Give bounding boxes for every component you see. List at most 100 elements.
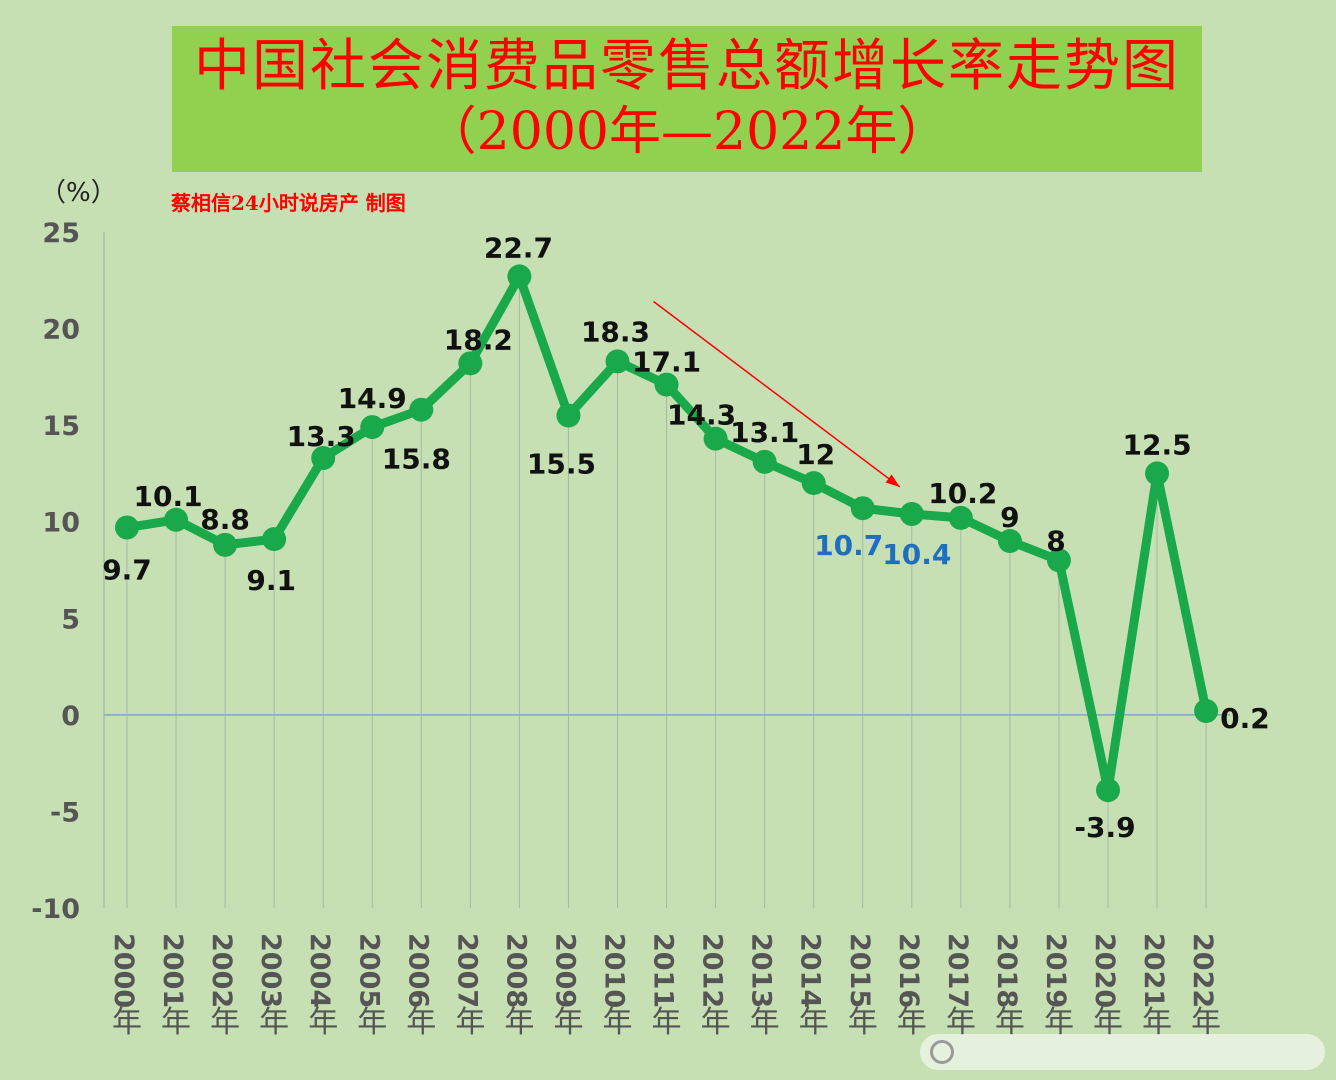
data-point (654, 372, 679, 397)
watermark (920, 1034, 1325, 1070)
data-label: 18.2 (444, 323, 513, 356)
x-tick-label: 2002 (206, 933, 237, 1008)
watermark-icon (930, 1040, 954, 1064)
x-tick-label-suffix: 年 (357, 1005, 387, 1040)
data-label: 14.9 (338, 382, 407, 415)
x-tick-label-suffix: 年 (308, 1005, 338, 1040)
data-label: -3.9 (1074, 811, 1135, 844)
data-point (948, 505, 973, 530)
x-tick-label-suffix: 年 (799, 1005, 829, 1040)
x-tick-label: 2018 (991, 933, 1022, 1008)
x-tick-label-suffix: 年 (848, 1005, 878, 1040)
x-tick-label: 2003 (255, 933, 286, 1008)
data-point (850, 496, 875, 521)
x-tick-label: 2017 (942, 933, 973, 1008)
x-tick-label-suffix: 年 (603, 1005, 633, 1040)
x-tick-label: 2007 (451, 933, 482, 1008)
x-tick-label: 2000 (108, 933, 139, 1008)
data-label: 12 (796, 438, 835, 471)
data-label: 10.4 (882, 538, 951, 571)
data-label: 13.3 (287, 420, 356, 453)
y-tick-label: 15 (42, 411, 80, 442)
x-tick-label-suffix: 年 (406, 1005, 436, 1040)
trend-arrow-head (885, 474, 900, 487)
y-tick-label: 10 (42, 508, 80, 539)
x-tick-label: 2019 (1040, 933, 1071, 1008)
data-point (752, 449, 777, 474)
x-tick-label-suffix: 年 (553, 1005, 583, 1040)
x-tick-label: 2008 (500, 933, 531, 1008)
x-tick-label: 2011 (648, 933, 679, 1008)
data-label: 8.8 (200, 503, 250, 536)
data-point (1046, 548, 1071, 573)
data-point (458, 351, 483, 376)
x-tick-label: 2009 (549, 933, 580, 1008)
x-tick-label-suffix: 年 (210, 1005, 240, 1040)
title-banner: 中国社会消费品零售总额增长率走势图 （2000年—2022年） (172, 26, 1202, 172)
y-tick-label: 20 (42, 315, 80, 346)
data-point (605, 349, 630, 374)
data-point (1145, 461, 1170, 486)
x-tick-label: 2021 (1138, 933, 1169, 1008)
data-point (801, 471, 826, 496)
data-label: 17.1 (632, 346, 701, 379)
x-tick-label-suffix: 年 (750, 1005, 780, 1040)
data-label: 13.1 (730, 416, 799, 449)
data-point (409, 397, 434, 422)
data-label: 9.1 (246, 564, 296, 597)
x-tick-label-suffix: 年 (259, 1005, 289, 1040)
data-label: 15.8 (382, 443, 451, 476)
x-tick-label: 2010 (599, 933, 630, 1008)
data-label: 10.7 (814, 529, 883, 562)
x-tick-label-suffix: 年 (504, 1005, 534, 1040)
data-point (1096, 778, 1120, 803)
x-tick-label: 2014 (795, 933, 826, 1008)
y-tick-label: 25 (42, 218, 80, 249)
data-label: 10.2 (928, 477, 997, 510)
x-tick-label: 2020 (1089, 933, 1120, 1008)
x-tick-label-suffix: 年 (897, 1005, 927, 1040)
data-point (164, 507, 189, 532)
chart-subtitle: （2000年—2022年） (424, 102, 950, 162)
data-label: 14.3 (667, 399, 736, 432)
data-point (115, 515, 139, 540)
credit-text: 蔡相信24小时说房产 制图 (171, 191, 406, 215)
data-point (360, 415, 385, 440)
x-tick-label: 2005 (353, 933, 384, 1008)
y-tick-label: -5 (50, 797, 80, 828)
data-point (507, 264, 532, 289)
data-label: 12.5 (1123, 428, 1192, 461)
data-point (703, 426, 728, 451)
data-point (556, 403, 581, 428)
y-tick-label: -10 (31, 894, 80, 925)
y-tick-label: 5 (61, 604, 80, 635)
data-label: 9 (1000, 501, 1019, 534)
x-tick-label-suffix: 年 (112, 1005, 142, 1040)
x-tick-label: 2016 (893, 933, 924, 1008)
data-label: 8 (1046, 524, 1065, 557)
x-tick-label: 2022 (1187, 933, 1218, 1008)
data-label: 22.7 (484, 231, 553, 264)
data-point (311, 445, 336, 470)
data-point (1194, 698, 1219, 723)
x-tick-label-suffix: 年 (161, 1005, 191, 1040)
x-tick-label: 2012 (697, 933, 728, 1008)
x-tick-label-suffix: 年 (652, 1005, 682, 1040)
x-tick-label: 2013 (746, 933, 777, 1008)
y-tick-label: 0 (61, 701, 80, 732)
y-axis-unit: （%） (40, 178, 117, 208)
trend-arrow-line (653, 300, 901, 488)
data-point (997, 529, 1022, 554)
x-tick-label: 2006 (402, 933, 433, 1008)
x-tick-label-suffix: 年 (701, 1005, 731, 1040)
chart-title: 中国社会消费品零售总额增长率走势图 (194, 34, 1180, 99)
data-point (262, 527, 287, 552)
data-label: 9.7 (102, 554, 152, 587)
x-tick-label: 2015 (844, 933, 875, 1008)
data-label: 15.5 (527, 447, 596, 480)
data-label: 0.2 (1220, 702, 1270, 735)
x-tick-label: 2004 (304, 933, 335, 1008)
data-point (213, 532, 238, 557)
data-point (899, 501, 924, 526)
